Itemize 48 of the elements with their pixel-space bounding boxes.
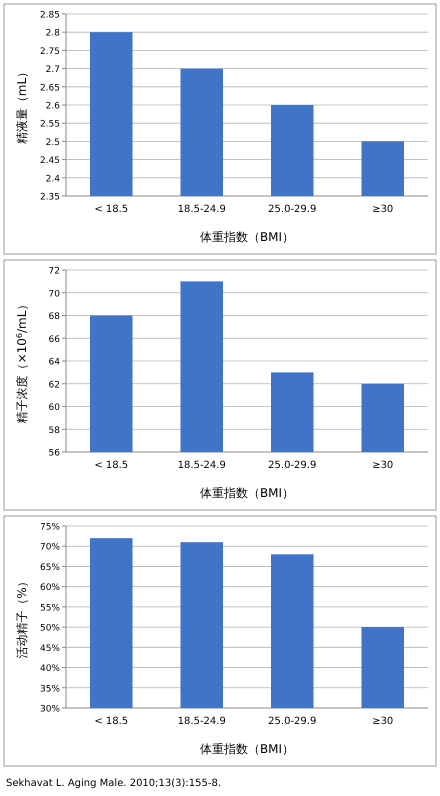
x-tick-label: 18.5-24.9 xyxy=(178,204,226,215)
y-tick-label: 2.4 xyxy=(46,174,60,184)
y-tick-label: 65% xyxy=(40,562,60,573)
y-tick-label: 60% xyxy=(40,583,60,594)
y-tick-label: 2.75 xyxy=(40,46,60,57)
x-tick-label: ≥30 xyxy=(372,204,394,215)
y-tick-label: 58 xyxy=(48,426,60,436)
y-tick-label: 72 xyxy=(48,266,60,276)
y-tick-label: 2.6 xyxy=(46,102,60,112)
y-tick-label: 60 xyxy=(48,403,60,413)
y-tick-label: 35% xyxy=(40,684,60,694)
y-tick-label: 70 xyxy=(48,289,60,300)
y-tick-label: 40% xyxy=(40,664,60,674)
y-tick-label: 2.35 xyxy=(40,192,60,202)
y-axis-title: 精液量（mL） xyxy=(15,66,29,144)
x-tick-label: 18.5-24.9 xyxy=(178,460,226,471)
x-axis-title: 体重指数（BMI） xyxy=(200,486,294,500)
y-tick-label: 2.5 xyxy=(46,138,60,148)
y-tick-label: 66 xyxy=(48,334,60,345)
x-tick-label: ≥30 xyxy=(372,460,394,471)
x-tick-label: 25.0-29.9 xyxy=(268,716,316,727)
y-tick-label: 2.45 xyxy=(40,156,60,166)
y-tick-label: 45% xyxy=(40,644,60,654)
y-tick-label: 68 xyxy=(48,312,60,322)
y-tick-label: 64 xyxy=(48,358,60,368)
y-tick-label: 2.8 xyxy=(46,28,60,39)
x-axis-title: 体重指数（BMI） xyxy=(200,230,294,244)
y-tick-label: 55% xyxy=(40,603,60,614)
x-tick-label: 25.0-29.9 xyxy=(268,460,316,471)
x-tick-label: 25.0-29.9 xyxy=(268,204,316,215)
y-axis-title: 活动精子（%） xyxy=(15,575,29,659)
x-tick-label: ≥30 xyxy=(372,716,394,727)
x-tick-label: 18.5-24.9 xyxy=(178,716,226,727)
y-tick-label: 62 xyxy=(48,380,60,390)
y-tick-label: 50% xyxy=(40,624,60,634)
x-tick-label: < 18.5 xyxy=(94,716,128,727)
y-tick-label: 2.55 xyxy=(40,120,60,130)
y-tick-label: 56 xyxy=(48,448,60,458)
y-tick-label: 2.85 xyxy=(40,10,60,20)
y-tick-label: 75% xyxy=(40,522,60,532)
y-tick-label: 2.7 xyxy=(46,65,60,76)
x-tick-label: < 18.5 xyxy=(94,204,128,215)
text: Sekhavat L. Aging Male. 2010;13(3):155-8. xyxy=(6,778,222,789)
y-tick-label: 30% xyxy=(40,704,60,714)
y-tick-label: 70% xyxy=(40,542,60,553)
y-tick-label: 2.65 xyxy=(40,83,60,94)
x-axis-title: 体重指数（BMI） xyxy=(200,742,294,756)
x-tick-label: < 18.5 xyxy=(94,460,128,471)
